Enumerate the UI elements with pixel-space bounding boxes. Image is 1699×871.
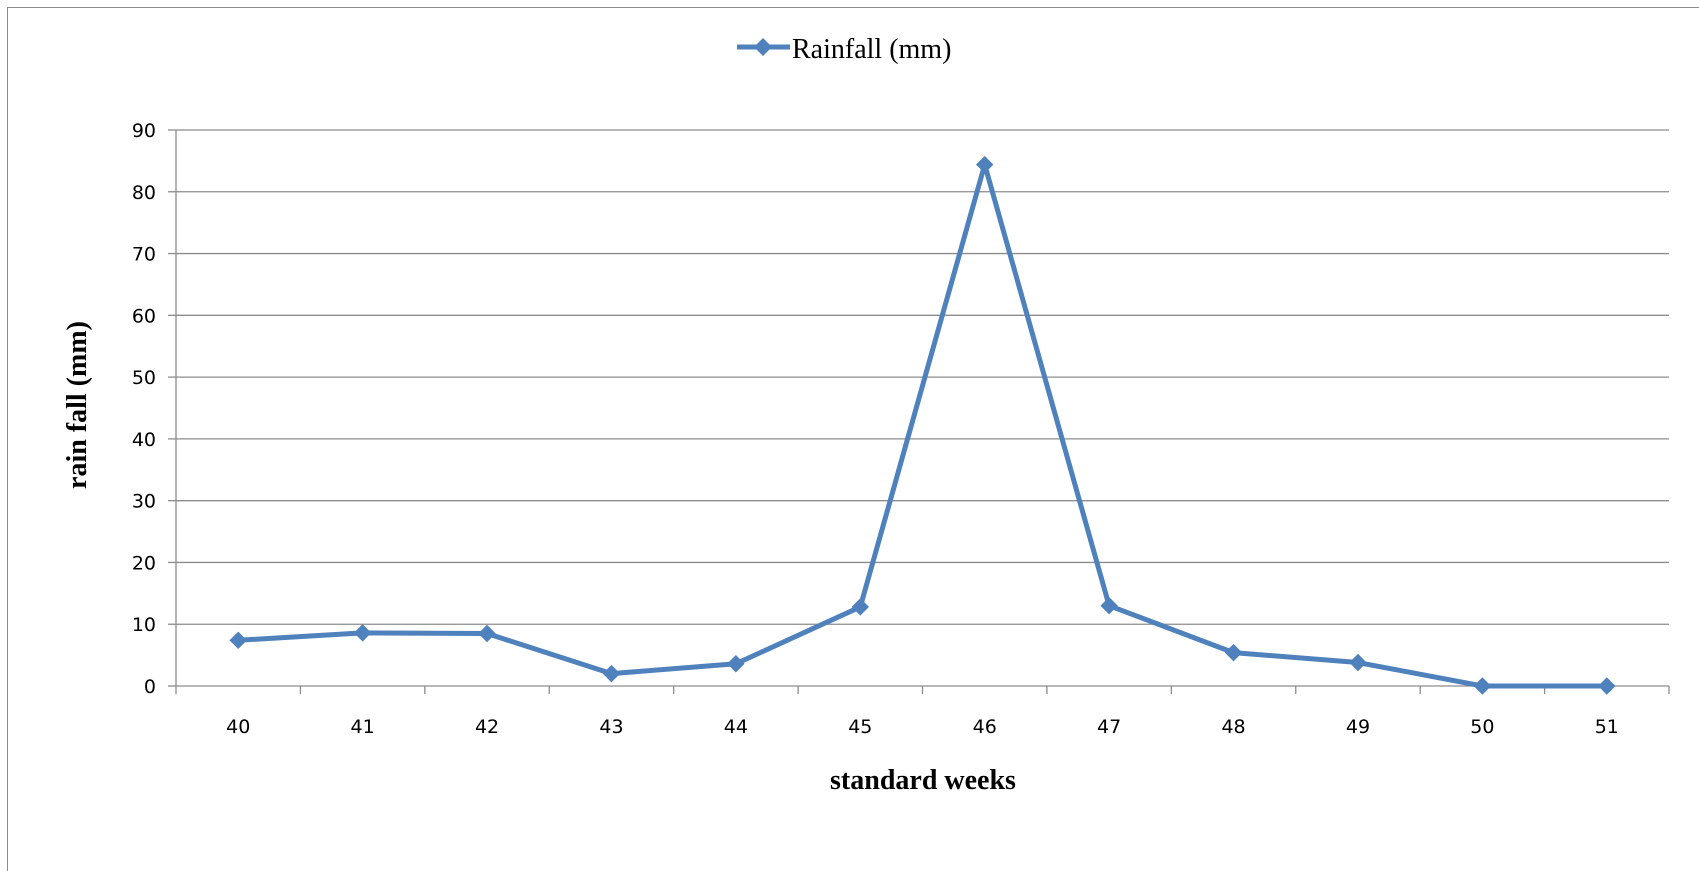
y-tick-label: 40 [132,429,156,451]
legend: Rainfall (mm) [737,34,951,65]
y-tick-label: 0 [144,676,156,698]
data-point-marker [1224,643,1243,662]
data-point-marker [478,624,496,643]
y-tick-label: 30 [132,491,156,513]
x-tick-label: 41 [351,716,375,738]
x-tick-label: 42 [475,716,499,738]
series-group [229,155,1616,695]
x-tick-label: 50 [1470,716,1494,738]
x-tick-labels: 40 41 42 43 44 45 46 47 48 49 50 51 [226,716,1619,738]
axes [168,129,1670,694]
data-point-marker [602,664,621,683]
data-point-marker [1598,677,1616,695]
legend-label: Rainfall (mm) [792,34,951,65]
y-axis-title: rain fall (mm) [62,321,93,489]
y-tick-label: 10 [132,614,156,636]
x-axis-title: standard weeks [830,765,1016,796]
x-tick-label: 43 [599,716,623,738]
legend-marker [754,38,772,56]
series-line [238,162,1607,689]
gridlines [176,129,1669,625]
data-point-marker [727,655,745,673]
data-point-marker [1349,653,1367,672]
x-tick-label: 47 [1097,716,1121,738]
data-point-marker [229,631,247,649]
y-tick-labels: 0 10 20 30 40 50 60 70 80 90 [132,120,156,698]
y-tick-label: 70 [132,244,156,266]
data-point-marker [1473,677,1492,695]
x-tick-label: 44 [724,716,748,738]
x-tick-label: 46 [973,716,997,738]
x-tick-label: 51 [1595,716,1619,738]
data-point-marker [1100,596,1118,615]
y-tick-label: 80 [132,182,156,204]
x-tick-label: 40 [226,716,250,738]
data-point-marker [851,598,869,616]
y-tick-label: 50 [132,367,156,389]
x-tick-label: 49 [1346,716,1370,738]
data-point-marker [353,624,372,642]
data-point-marker [976,155,994,174]
y-tick-label: 90 [132,120,156,142]
y-tick-label: 20 [132,552,156,574]
x-tick-label: 45 [848,716,872,738]
x-tick-label: 48 [1221,716,1245,738]
y-tick-label: 60 [132,305,156,327]
